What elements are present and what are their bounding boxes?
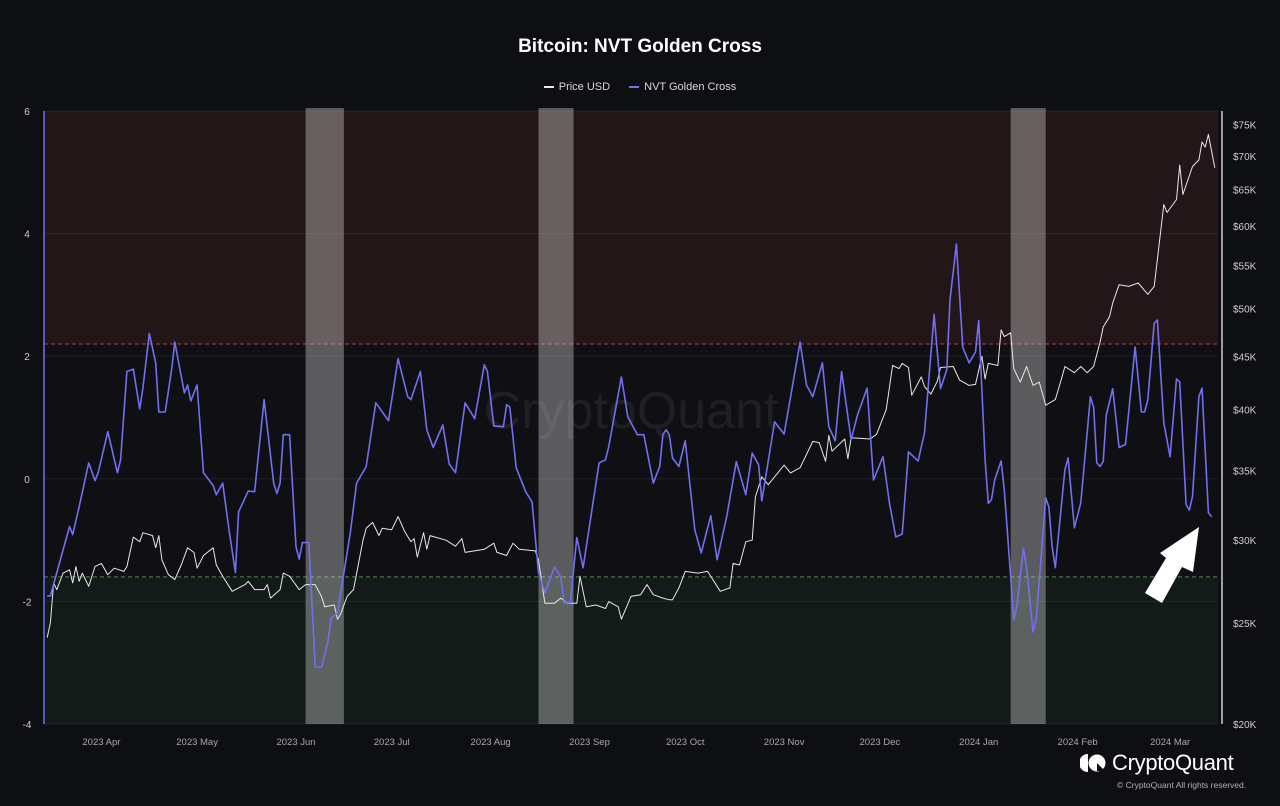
left-axis-tick-label: -2	[23, 597, 32, 608]
watermark: CryptoQuant	[484, 382, 779, 440]
x-axis-tick-label: 2023 Jul	[374, 737, 410, 748]
right-axis-tick-label: $60K	[1233, 222, 1257, 233]
x-axis-tick-label: 2023 Nov	[764, 737, 805, 748]
right-axis-tick-label: $20K	[1233, 720, 1257, 731]
x-axis-tick-label: 2023 Aug	[471, 737, 511, 748]
overheated-zone	[44, 111, 1218, 344]
legend-label-nvt: NVT Golden Cross	[644, 81, 737, 93]
right-axis-tick-label: $65K	[1233, 186, 1257, 197]
left-axis-tick-label: 2	[24, 352, 30, 363]
copyright: © CryptoQuant All rights reserved.	[1117, 780, 1247, 790]
left-axis-tick-label: 4	[24, 230, 30, 241]
right-axis-tick-label: $40K	[1233, 406, 1257, 417]
x-axis-tick-label: 2023 May	[176, 737, 218, 748]
legend-swatch-nvt	[629, 86, 640, 88]
legend-item-price[interactable]: Price USD	[543, 81, 611, 93]
highlight-band	[305, 108, 344, 724]
x-axis-tick-label: 2024 Mar	[1150, 737, 1190, 748]
cryptoquant-logo-icon	[1080, 754, 1106, 772]
right-axis-tick-label: $50K	[1233, 305, 1257, 316]
left-axis-tick-label: 0	[24, 475, 30, 486]
x-axis-tick-label: 2024 Jan	[959, 737, 998, 748]
legend: Price USD NVT Golden Cross	[0, 79, 1280, 93]
arrow-annotation-icon	[1145, 527, 1199, 603]
x-axis-tick-label: 2023 Oct	[666, 737, 705, 748]
legend-label-price: Price USD	[558, 81, 611, 93]
x-axis-tick-label: 2023 Jun	[276, 737, 315, 748]
legend-swatch-price	[543, 86, 554, 88]
right-axis-tick-label: $70K	[1233, 152, 1257, 163]
right-axis-tick-label: $35K	[1233, 466, 1257, 477]
right-axis-tick-label: $75K	[1233, 121, 1257, 132]
right-axis-tick-label: $45K	[1233, 352, 1257, 363]
x-axis-tick-label: 2023 Dec	[860, 737, 901, 748]
logo-text: CryptoQuant	[1112, 750, 1234, 775]
cryptoquant-logo: CryptoQuant	[1080, 750, 1234, 776]
left-axis-tick-label: -4	[23, 720, 32, 731]
x-axis-tick-label: 2023 Sep	[569, 737, 610, 748]
x-axis-tick-label: 2024 Feb	[1058, 737, 1098, 748]
highlight-band	[1010, 108, 1046, 724]
highlight-band	[538, 108, 574, 724]
price-usd-line	[46, 134, 1216, 638]
left-axis-tick-label: 6	[24, 107, 30, 118]
right-axis-tick-label: $25K	[1233, 619, 1257, 630]
x-axis-tick-label: 2023 Apr	[82, 737, 120, 748]
right-axis-tick-label: $30K	[1233, 536, 1257, 547]
chart-title: Bitcoin: NVT Golden Cross	[518, 36, 762, 57]
legend-item-nvt[interactable]: NVT Golden Cross	[629, 81, 736, 93]
right-axis-tick-label: $55K	[1233, 261, 1257, 272]
nvt-golden-cross-line	[47, 243, 1213, 668]
undervalued-zone	[44, 576, 1218, 724]
